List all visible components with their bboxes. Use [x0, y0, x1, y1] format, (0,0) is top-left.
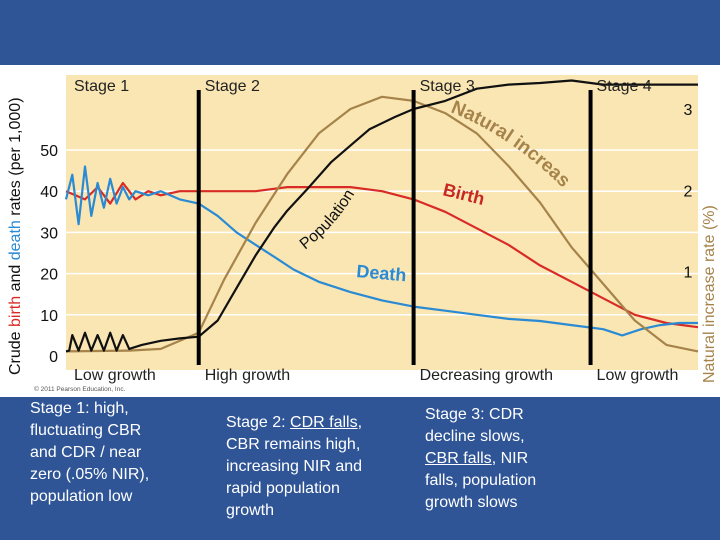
series-population	[65, 79, 698, 353]
caption-line: CBR remains high,	[226, 434, 362, 456]
stage2-caption: Stage 2: CDR falls, CBR remains high, incr…	[226, 412, 362, 522]
stage-label: Stage 3	[420, 78, 475, 95]
caption-text: Stage 2:	[226, 414, 291, 431]
caption-line: population low	[30, 488, 133, 505]
caption-line: increasing NIR and	[226, 456, 362, 478]
plot-area	[66, 75, 698, 370]
caption-line: falls, population	[425, 470, 536, 492]
stage-growth-label: Low growth	[597, 367, 679, 384]
y-tick-left: 30	[40, 225, 58, 242]
caption-line: CBR falls, NIR	[425, 448, 536, 470]
y-tick-left: 40	[40, 184, 58, 201]
caption-text: ,	[357, 414, 363, 431]
caption-text: increasing NIR and	[226, 458, 363, 475]
death-label: Death	[356, 261, 408, 285]
y-tick-left: 20	[40, 267, 58, 284]
caption-text: growth slows	[425, 494, 518, 511]
caption-emphasis: CDR falls	[290, 414, 358, 431]
series-natural-increase	[65, 95, 699, 353]
caption-text: CBR remains high,	[226, 436, 361, 453]
caption-text: falls, population	[425, 472, 537, 489]
stage-growth-label: Low growth	[74, 367, 156, 384]
stage1-caption: Stage 1: high, fluctuating CBR and CDR / n…	[30, 398, 149, 508]
y-axis-title-left-part: Crude	[7, 327, 24, 375]
caption-line: and CDR / near	[30, 444, 142, 461]
caption-line: decline slows,	[425, 426, 536, 448]
caption-text: Stage 3: CDR	[425, 406, 524, 423]
y-tick-left: 0	[49, 349, 58, 366]
caption-line: growth	[226, 500, 362, 522]
y-axis-title-right: Natural increase rate (%)	[701, 205, 718, 383]
series-birth	[65, 181, 699, 329]
caption-text: , NIR	[491, 450, 529, 467]
stage3-caption: Stage 3: CDR decline slows, CBR falls, NIR…	[425, 404, 536, 514]
y-tick-left: 50	[40, 143, 58, 160]
y-tick-left: 10	[40, 308, 58, 325]
stage-label: Stage 1	[74, 78, 129, 95]
caption-text: growth	[226, 502, 275, 519]
caption-line: fluctuating CBR	[30, 422, 142, 439]
demographic-transition-chart: 0 10 20 30 40 50 1 2 3 Stage 1 Low growth Stage 2 Hi…	[0, 65, 720, 397]
caption-line: Stage 1: high,	[30, 400, 129, 417]
stage-label: Stage 2	[205, 78, 260, 95]
stage-growth-label: Decreasing growth	[420, 367, 553, 384]
y-axis-title-left-part: death	[7, 220, 24, 260]
y-axis-title-left-part: rates (per 1,000)	[7, 97, 24, 220]
stage-label: Stage 4	[597, 78, 652, 95]
stage-growth-label: High growth	[205, 367, 290, 384]
caption-line: Stage 2: CDR falls,	[226, 412, 362, 434]
caption-text: rapid population	[226, 480, 340, 497]
caption-line: rapid population	[226, 478, 362, 500]
y-axis-title-left-part: and	[7, 260, 24, 296]
caption-text: decline slows,	[425, 428, 525, 445]
y-tick-right: 3	[684, 102, 693, 119]
caption-line: Stage 3: CDR	[425, 404, 536, 426]
caption-line: zero (.05% NIR),	[30, 466, 150, 483]
y-axis-title-left-part: birth	[7, 296, 24, 327]
caption-line: growth slows	[425, 492, 536, 514]
y-axis-title-left: Crude birth and death rates (per 1,000)	[7, 97, 24, 375]
y-tick-right: 1	[684, 265, 693, 282]
y-tick-right: 2	[684, 183, 693, 200]
copyright-text: © 2011 Pearson Education, Inc.	[34, 385, 126, 393]
caption-emphasis: CBR falls	[425, 450, 492, 467]
